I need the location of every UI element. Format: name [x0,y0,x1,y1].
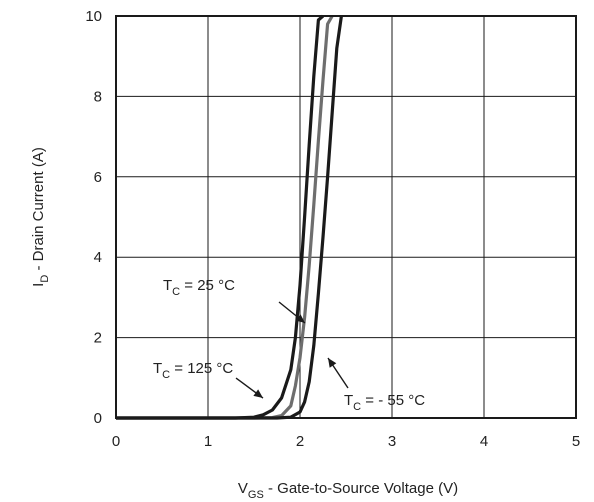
series-line-0 [116,14,325,420]
annotation-label: TC = - 55 °C [344,392,425,413]
arrowhead [295,314,305,323]
y-tick-label: 8 [94,88,102,105]
x-axis-label: VGS - Gate-to-Source Voltage (V) [238,480,458,501]
y-tick-label: 2 [94,330,102,347]
series-group [116,14,343,420]
annotation-label: TC = 25 °C [163,277,235,298]
x-tick-label: 2 [296,433,304,450]
x-tick-label: 4 [480,433,488,450]
arrowhead [253,389,263,398]
series-line-2 [116,15,343,420]
tick-labels: 0 1 2 3 4 5 0 2 4 6 8 10 [85,8,580,450]
y-tick-label: 10 [85,8,102,25]
x-tick-label: 3 [388,433,396,450]
y-axis-label: ID - Drain Current (A) [30,147,51,287]
x-tick-label: 1 [204,433,212,450]
y-tick-label: 4 [94,249,102,266]
annotations: TC = 25 °C TC = 125 °C TC = - 55 °C [153,277,425,413]
x-tick-label: 0 [112,433,120,450]
arrowhead [328,358,337,368]
y-tick-label: 6 [94,169,102,186]
annotation-label: TC = 125 °C [153,360,233,381]
y-tick-label: 0 [94,410,102,427]
x-tick-label: 5 [572,433,580,450]
grid [115,15,577,419]
plot-frame [115,15,577,419]
